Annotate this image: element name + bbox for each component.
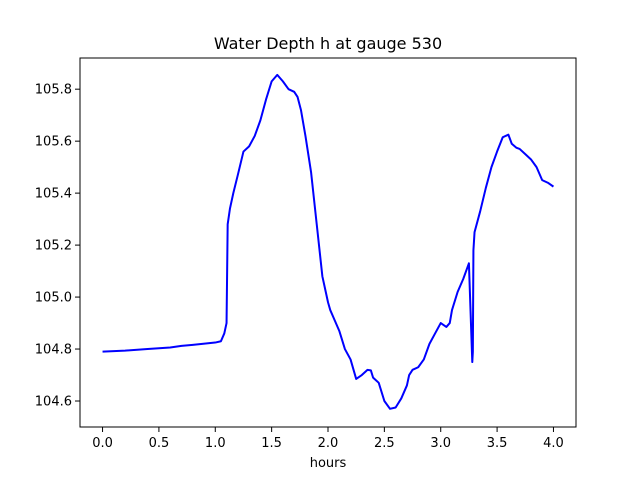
x-tick-label: 4.0 xyxy=(543,436,564,451)
x-tick-label: 0.0 xyxy=(92,436,113,451)
chart-title: Water Depth h at gauge 530 xyxy=(214,34,442,53)
x-tick-label: 1.0 xyxy=(205,436,226,451)
x-axis: 0.0 0.5 1.0 1.5 2.0 2.5 3.0 3.5 4.0 xyxy=(92,427,564,451)
x-tick-label: 3.5 xyxy=(487,436,508,451)
plot-series xyxy=(102,73,555,410)
y-tick-label: 105.0 xyxy=(35,291,72,306)
y-tick-label: 105.2 xyxy=(35,239,72,254)
y-axis: 104.6 104.8 105.0 105.2 105.4 105.6 105.8 xyxy=(35,83,80,410)
y-tick-label: 105.8 xyxy=(35,83,72,98)
series-line-0 xyxy=(102,73,555,410)
y-tick-label: 104.6 xyxy=(35,395,72,410)
y-tick-label: 104.8 xyxy=(35,343,72,358)
x-tick-label: 2.0 xyxy=(318,436,339,451)
x-tick-label: 2.5 xyxy=(374,436,395,451)
x-tick-label: 0.5 xyxy=(149,436,170,451)
x-axis-label: hours xyxy=(310,456,347,471)
x-tick-label: 1.5 xyxy=(261,436,282,451)
y-tick-label: 105.6 xyxy=(35,135,72,150)
x-tick-label: 3.0 xyxy=(430,436,451,451)
y-tick-label: 105.4 xyxy=(35,187,72,202)
